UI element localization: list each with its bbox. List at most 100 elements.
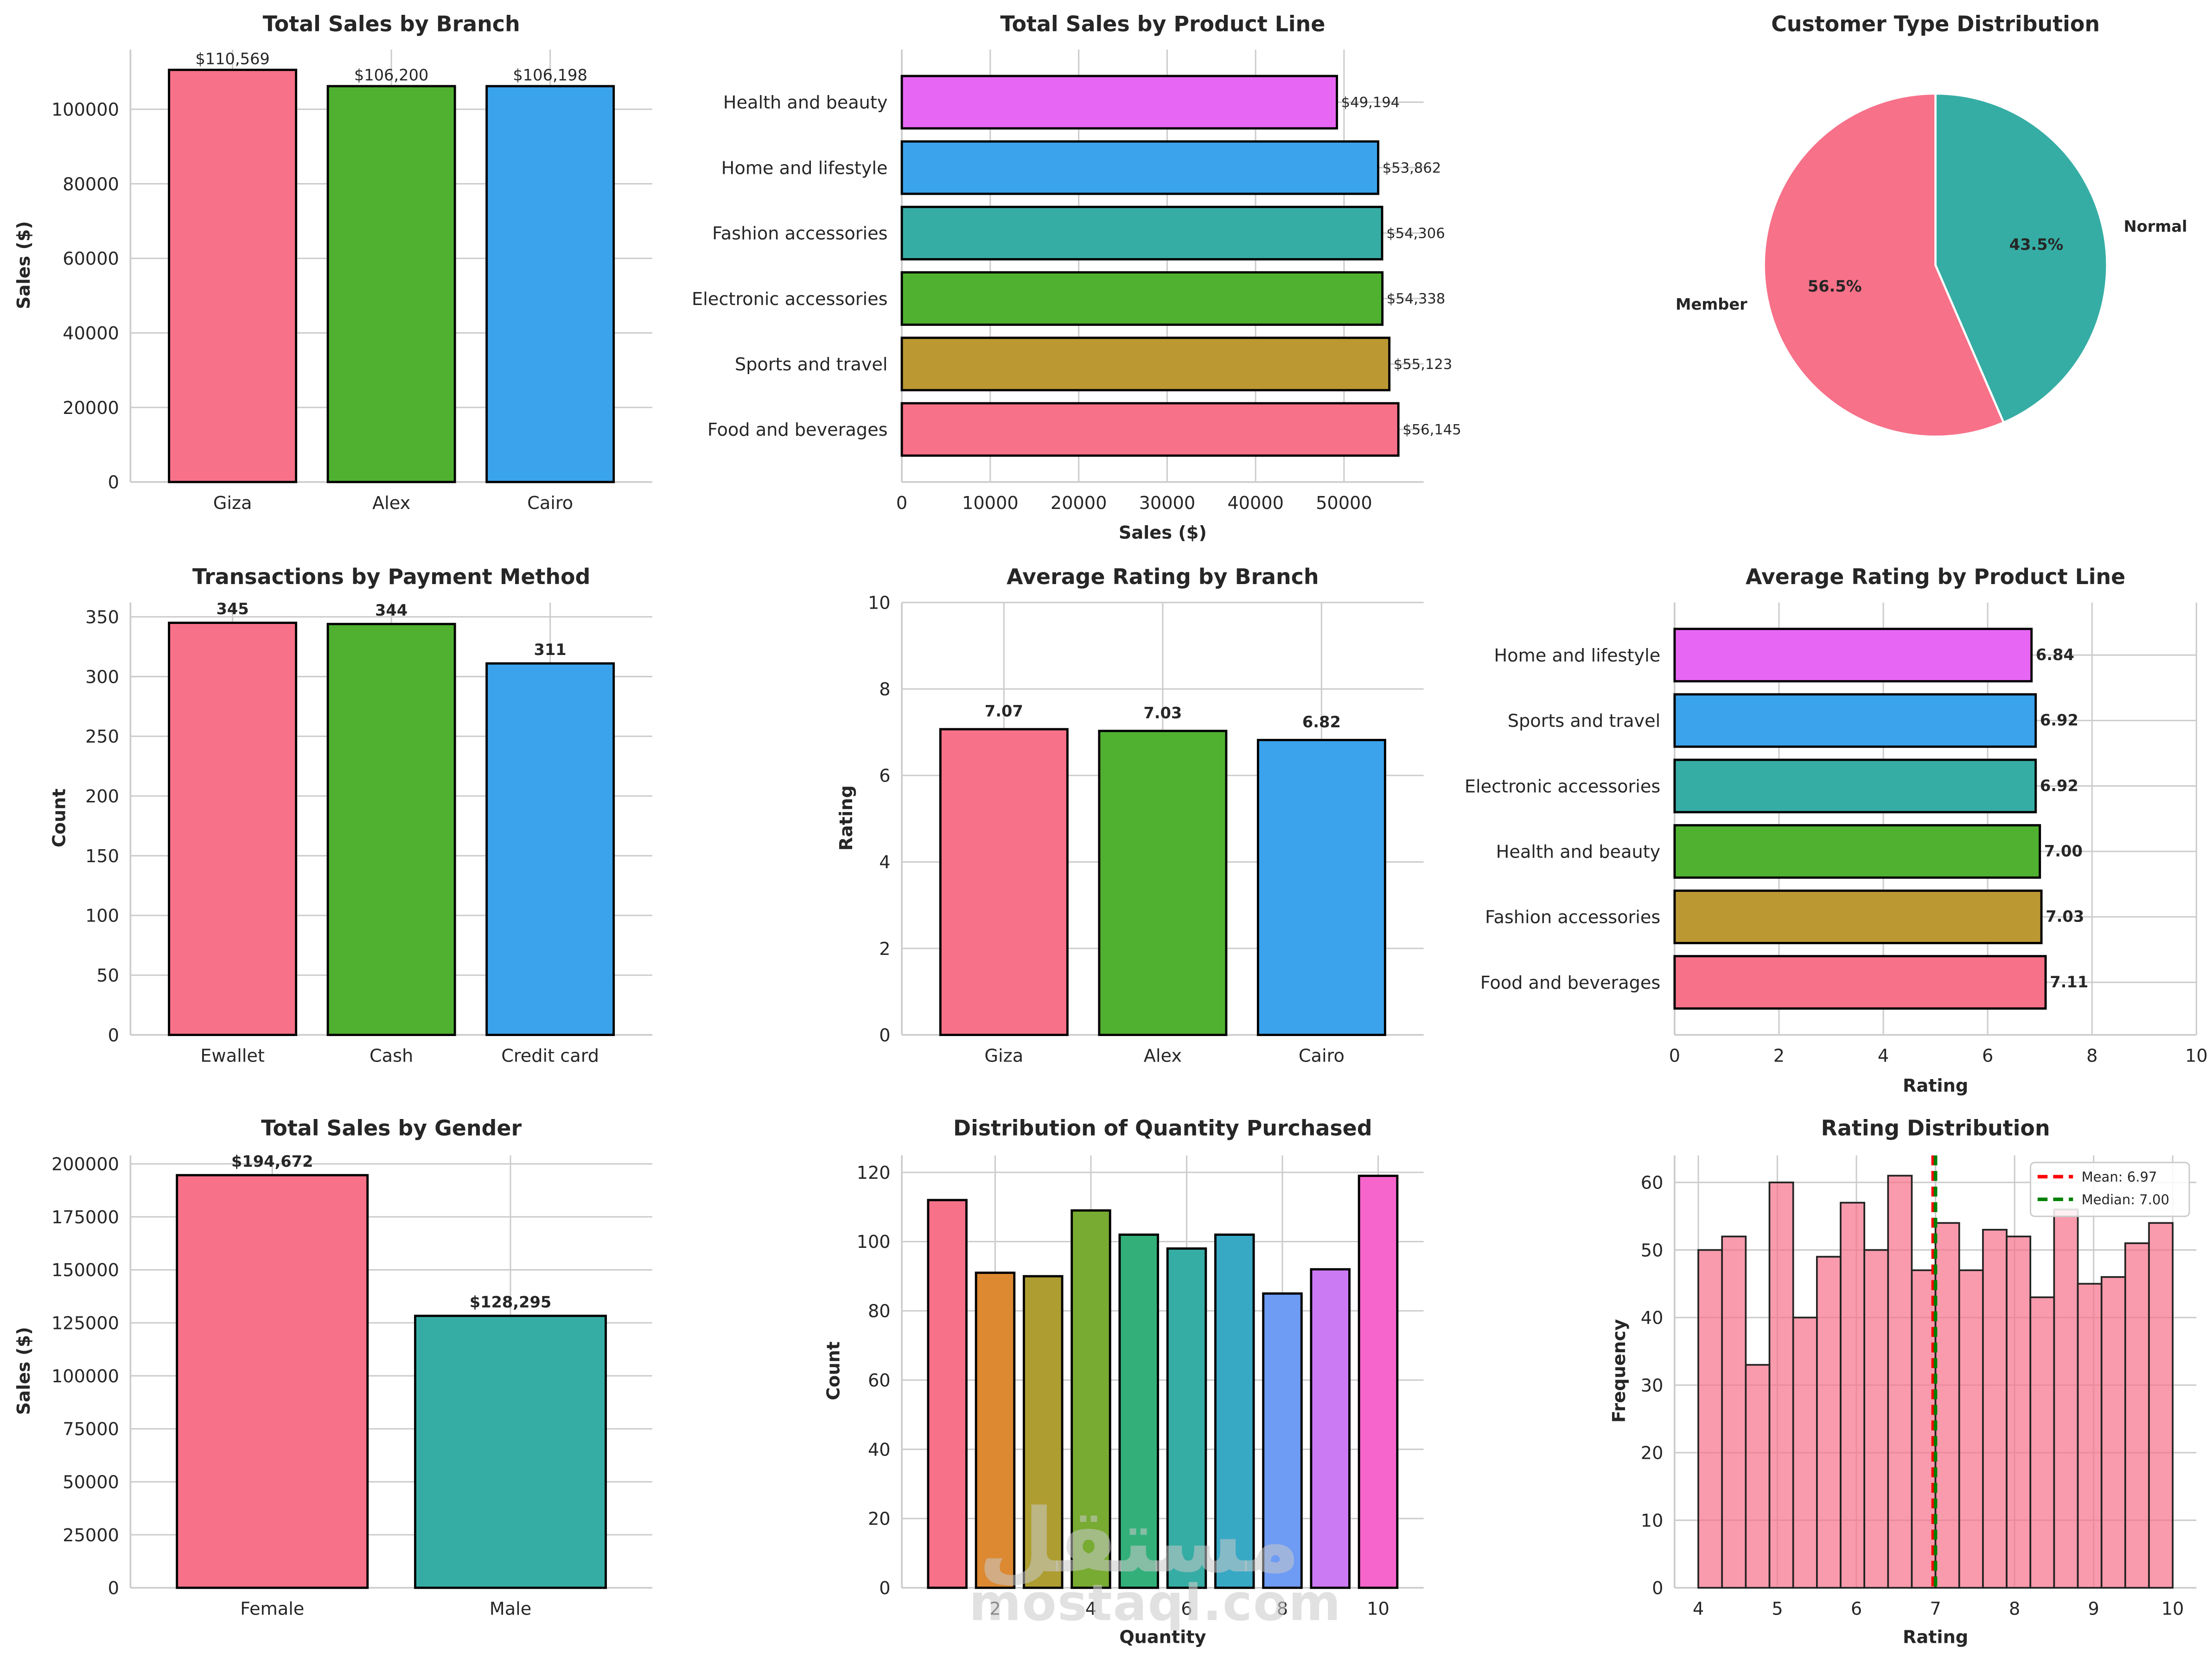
data-label: $106,198: [513, 66, 587, 84]
bar: [326, 85, 456, 483]
y-tick-label: 50000: [63, 1472, 119, 1493]
y-tick-label: 10: [1641, 1511, 1664, 1531]
y-tick-label: Food and beverages: [1480, 973, 1661, 993]
data-label: $49,194: [1341, 95, 1400, 111]
x-tick-label: 7: [1930, 1599, 1941, 1619]
y-tick-label: 60: [868, 1371, 891, 1391]
x-tick-label: Ewallet: [200, 1046, 265, 1067]
x-axis-label: Quantity: [1119, 1628, 1206, 1648]
bar: [1673, 824, 2041, 879]
histogram-bin: [1887, 1175, 1913, 1589]
x-axis-label: Rating: [1903, 1076, 1968, 1096]
x-tick-label: Male: [490, 1599, 532, 1619]
x-tick-label: 6: [1982, 1046, 1993, 1067]
data-label: 7.03: [2046, 908, 2084, 926]
x-tick-label: 40000: [1227, 493, 1284, 514]
x-tick-label: Female: [240, 1599, 304, 1619]
bar: [485, 662, 615, 1036]
x-tick-label: Alex: [372, 493, 410, 514]
y-tick-label: 10: [868, 593, 891, 614]
bar: [1673, 758, 2037, 814]
histogram-bin: [2124, 1242, 2150, 1589]
x-axis-label: Rating: [1903, 1628, 1968, 1648]
y-tick-label: Health and beauty: [723, 93, 888, 113]
histogram-bin: [1792, 1316, 1818, 1589]
pie-slice: [1763, 92, 2005, 438]
y-tick-label: 150000: [51, 1260, 119, 1281]
chart-title: Rating Distribution: [1821, 1116, 2050, 1141]
x-tick-label: 4: [1085, 1599, 1096, 1619]
chart-title: Transactions by Payment Method: [192, 564, 591, 589]
histogram-bin: [1721, 1235, 1747, 1589]
y-tick-label: 175000: [51, 1208, 119, 1228]
y-tick-label: 6: [879, 766, 890, 787]
bar: [900, 75, 1338, 130]
x-tick-label: 0: [1669, 1046, 1680, 1067]
x-tick-label: 30000: [1139, 493, 1196, 514]
legend-entry: Median: 7.00: [2082, 1192, 2169, 1208]
x-tick-label: Alex: [1144, 1046, 1182, 1067]
x-tick-label: 50000: [1316, 493, 1372, 514]
data-label: 7.07: [985, 702, 1023, 720]
panel-customer-type: Customer Type Distribution 56.5% Member 43…: [1676, 11, 2187, 438]
x-tick-label: 4: [1693, 1599, 1704, 1619]
data-label: 344: [375, 601, 408, 619]
y-tick-label: 80: [868, 1302, 891, 1322]
histogram-bin: [2148, 1222, 2174, 1589]
y-tick-label: 125000: [51, 1314, 119, 1334]
histogram-bin: [1958, 1269, 1984, 1589]
panel-productline-sales: Total Sales by Product Line Sales ($) 0 1…: [692, 11, 1461, 543]
x-tick-label: Cairo: [1299, 1046, 1345, 1067]
bar: [1673, 693, 2037, 748]
x-tick-label: 10: [1367, 1599, 1390, 1619]
y-tick-label: 100: [857, 1232, 891, 1252]
histogram-bin: [1934, 1222, 1960, 1589]
x-tick-label: Credit card: [501, 1046, 599, 1067]
x-tick-label: 2: [989, 1599, 1001, 1619]
chart-title: Average Rating by Product Line: [1746, 564, 2125, 589]
x-tick-label: Cairo: [527, 493, 573, 514]
y-tick-label: 50: [96, 966, 119, 986]
x-tick-label: 9: [2088, 1599, 2099, 1619]
pie-slice: [1934, 92, 2108, 424]
y-axis-label: Count: [824, 1341, 844, 1400]
y-tick-label: 350: [85, 607, 119, 628]
y-tick-label: 20: [1641, 1443, 1664, 1464]
data-label: $194,672: [231, 1152, 313, 1170]
panel-branch-sales: Total Sales by Branch Sales ($) 0 20000 40…: [14, 11, 652, 514]
bar: [1673, 890, 2043, 944]
chart-title: Customer Type Distribution: [1771, 11, 2100, 36]
bar: [1118, 1233, 1159, 1589]
data-label: $110,569: [195, 50, 269, 68]
x-tick-label: 10: [2185, 1046, 2208, 1067]
bar: [1098, 730, 1228, 1036]
x-tick-label: Giza: [984, 1046, 1023, 1067]
data-label: $55,123: [1394, 356, 1452, 373]
y-tick-label: 0: [108, 1025, 119, 1046]
bar: [176, 1174, 369, 1589]
y-tick-label: 40000: [63, 324, 119, 344]
y-tick-label: 300: [85, 667, 119, 687]
panel-rating-distribution: Rating Distribution Frequency Rating 0 10…: [1609, 1116, 2197, 1648]
panel-rating-branch: Average Rating by Branch Rating 0 2 4 6 8 10 G…: [836, 564, 1424, 1067]
y-tick-label: 200000: [51, 1155, 119, 1175]
bar: [900, 205, 1383, 261]
x-tick-label: Cash: [370, 1046, 413, 1067]
y-tick-label: 0: [1652, 1578, 1663, 1599]
x-tick-label: 5: [1772, 1599, 1783, 1619]
data-label: 345: [216, 600, 249, 618]
legend: Mean: 6.97 Median: 7.00: [2030, 1162, 2190, 1217]
y-tick-label: 100000: [51, 1367, 119, 1387]
bar: [1256, 738, 1386, 1036]
data-label: $53,862: [1383, 160, 1441, 176]
bar: [900, 402, 1400, 457]
y-tick-label: Fashion accessories: [1485, 908, 1660, 928]
y-tick-label: 120: [857, 1163, 891, 1183]
x-tick-label: 6: [1851, 1599, 1862, 1619]
x-tick-label: 10: [2161, 1599, 2184, 1619]
panel-gender-sales: Total Sales by Gender Sales ($) 0 25000 50…: [14, 1116, 652, 1619]
x-tick-label: Giza: [213, 493, 252, 514]
y-tick-label: Food and beverages: [708, 420, 888, 440]
x-tick-label: 8: [2086, 1046, 2097, 1067]
histogram-bin: [2100, 1276, 2126, 1589]
